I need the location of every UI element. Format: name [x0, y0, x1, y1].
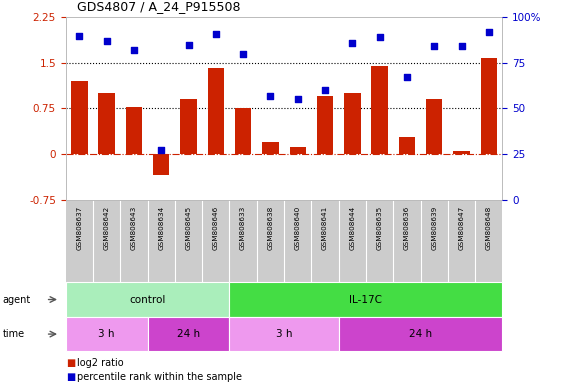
Text: ■: ■ [66, 372, 75, 382]
Bar [317, 96, 333, 154]
Bar [208, 68, 224, 154]
Bar [153, 154, 170, 175]
Point [320, 87, 329, 93]
Point [130, 47, 139, 53]
Bar [399, 137, 415, 154]
Bar [289, 147, 306, 154]
Text: GSM808634: GSM808634 [158, 205, 164, 250]
Text: agent: agent [3, 295, 31, 305]
Text: GSM808633: GSM808633 [240, 205, 246, 250]
Bar [481, 58, 497, 154]
Text: GSM808642: GSM808642 [103, 205, 110, 250]
Text: GSM808647: GSM808647 [459, 205, 465, 250]
Bar [344, 93, 360, 154]
Bar [426, 99, 443, 154]
Text: GSM808636: GSM808636 [404, 205, 410, 250]
Text: control: control [130, 295, 166, 305]
Bar [98, 93, 115, 154]
Text: GSM808644: GSM808644 [349, 205, 355, 250]
Point [457, 43, 466, 50]
Text: 3 h: 3 h [98, 329, 115, 339]
Point [156, 147, 166, 154]
Bar [71, 81, 87, 154]
Point [429, 43, 439, 50]
Point [266, 93, 275, 99]
Point [403, 74, 412, 81]
Text: GSM808645: GSM808645 [186, 205, 191, 250]
Text: GSM808639: GSM808639 [431, 205, 437, 250]
Point [348, 40, 357, 46]
Text: GSM808641: GSM808641 [322, 205, 328, 250]
Bar [371, 66, 388, 154]
Text: ■: ■ [66, 358, 75, 368]
Point [293, 96, 302, 103]
Point [239, 51, 248, 57]
Bar [262, 142, 279, 154]
Point [184, 41, 193, 48]
Bar [235, 109, 251, 154]
Text: 24 h: 24 h [409, 329, 432, 339]
Text: GSM808638: GSM808638 [267, 205, 274, 250]
Text: GSM808637: GSM808637 [77, 205, 82, 250]
Point [102, 38, 111, 44]
Text: 3 h: 3 h [276, 329, 292, 339]
Text: time: time [3, 329, 25, 339]
Text: GSM808635: GSM808635 [377, 205, 383, 250]
Text: GSM808646: GSM808646 [213, 205, 219, 250]
Point [484, 29, 493, 35]
Point [211, 31, 220, 37]
Text: log2 ratio: log2 ratio [77, 358, 124, 368]
Point [75, 33, 84, 39]
Text: GDS4807 / A_24_P915508: GDS4807 / A_24_P915508 [77, 0, 240, 13]
Bar [453, 151, 470, 154]
Text: GSM808648: GSM808648 [486, 205, 492, 250]
Bar [180, 99, 196, 154]
Text: GSM808640: GSM808640 [295, 205, 301, 250]
Bar [126, 107, 142, 154]
Text: GSM808643: GSM808643 [131, 205, 137, 250]
Text: 24 h: 24 h [177, 329, 200, 339]
Text: percentile rank within the sample: percentile rank within the sample [77, 372, 242, 382]
Text: IL-17C: IL-17C [349, 295, 383, 305]
Point [375, 34, 384, 40]
